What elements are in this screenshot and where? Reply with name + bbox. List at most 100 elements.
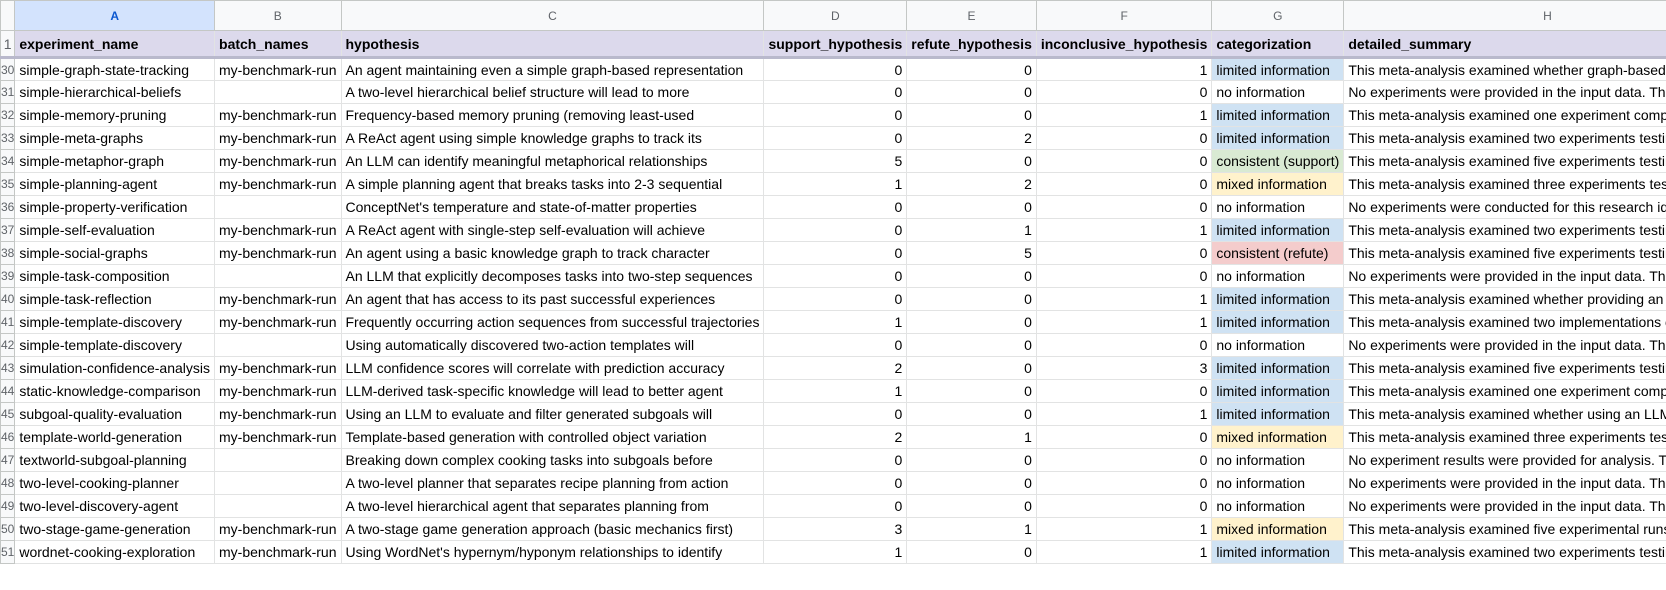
cell-support[interactable]: 0 xyxy=(763,402,908,426)
cell-experiment-name[interactable]: simple-metaphor-graph xyxy=(14,149,216,173)
cell-categorization[interactable]: consistent (support) xyxy=(1211,149,1345,173)
cell-batch-names[interactable] xyxy=(214,264,342,288)
cell-support[interactable]: 0 xyxy=(763,448,908,472)
cell-experiment-name[interactable]: simple-meta-graphs xyxy=(14,126,216,150)
cell-detailed-summary[interactable]: This meta-analysis examined two experime… xyxy=(1343,126,1666,150)
cell-batch-names[interactable] xyxy=(214,494,342,518)
cell-detailed-summary[interactable]: This meta-analysis examined whether usin… xyxy=(1343,402,1666,426)
row-number[interactable]: 30 xyxy=(0,57,16,81)
header-cell-refute[interactable]: refute_hypothesis xyxy=(906,30,1037,59)
cell-inconclusive[interactable]: 0 xyxy=(1035,425,1213,449)
cell-inconclusive[interactable]: 1 xyxy=(1035,402,1213,426)
cell-batch-names[interactable]: my-benchmark-run xyxy=(214,379,342,403)
cell-detailed-summary[interactable]: This meta-analysis examined two implemen… xyxy=(1343,310,1666,334)
cell-refute[interactable]: 0 xyxy=(906,195,1037,219)
column-header-e[interactable]: E xyxy=(906,0,1037,31)
cell-inconclusive[interactable]: 0 xyxy=(1035,264,1213,288)
cell-experiment-name[interactable]: two-stage-game-generation xyxy=(14,517,216,541)
cell-batch-names[interactable]: my-benchmark-run xyxy=(214,103,342,127)
cell-batch-names[interactable] xyxy=(214,333,342,357)
cell-hypothesis[interactable]: LLM-derived task-specific knowledge will… xyxy=(340,379,765,403)
cell-batch-names[interactable]: my-benchmark-run xyxy=(214,517,342,541)
cell-hypothesis[interactable]: Template-based generation with controlle… xyxy=(340,425,765,449)
row-number[interactable]: 43 xyxy=(0,356,16,380)
cell-refute[interactable]: 0 xyxy=(906,310,1037,334)
cell-hypothesis[interactable]: A ReAct agent using simple knowledge gra… xyxy=(340,126,765,150)
cell-batch-names[interactable]: my-benchmark-run xyxy=(214,287,342,311)
cell-batch-names[interactable] xyxy=(214,80,342,104)
cell-experiment-name[interactable]: template-world-generation xyxy=(14,425,216,449)
header-cell-batch-names[interactable]: batch_names xyxy=(214,30,342,59)
row-number[interactable]: 38 xyxy=(0,241,16,265)
cell-inconclusive[interactable]: 1 xyxy=(1035,287,1213,311)
cell-detailed-summary[interactable]: This meta-analysis examined five experim… xyxy=(1343,517,1666,541)
cell-batch-names[interactable] xyxy=(214,195,342,219)
column-header-f[interactable]: F xyxy=(1035,0,1213,31)
cell-support[interactable]: 2 xyxy=(763,356,908,380)
cell-experiment-name[interactable]: simple-task-composition xyxy=(14,264,216,288)
cell-support[interactable]: 1 xyxy=(763,540,908,564)
cell-categorization[interactable]: mixed information xyxy=(1211,172,1345,196)
cell-refute[interactable]: 1 xyxy=(906,425,1037,449)
cell-refute[interactable]: 0 xyxy=(906,448,1037,472)
cell-refute[interactable]: 0 xyxy=(906,494,1037,518)
cell-experiment-name[interactable]: two-level-discovery-agent xyxy=(14,494,216,518)
row-number[interactable]: 50 xyxy=(0,517,16,541)
cell-experiment-name[interactable]: simple-memory-pruning xyxy=(14,103,216,127)
cell-inconclusive[interactable]: 0 xyxy=(1035,80,1213,104)
cell-inconclusive[interactable]: 1 xyxy=(1035,103,1213,127)
column-header-b[interactable]: B xyxy=(214,0,342,31)
cell-experiment-name[interactable]: simple-task-reflection xyxy=(14,287,216,311)
column-header-c[interactable]: C xyxy=(340,0,765,31)
row-number[interactable]: 34 xyxy=(0,149,16,173)
row-number[interactable]: 31 xyxy=(0,80,16,104)
cell-inconclusive[interactable]: 1 xyxy=(1035,540,1213,564)
cell-detailed-summary[interactable]: This meta-analysis examined two experime… xyxy=(1343,218,1666,242)
header-cell-hypothesis[interactable]: hypothesis xyxy=(340,30,765,59)
cell-inconclusive[interactable]: 0 xyxy=(1035,333,1213,357)
row-number[interactable]: 46 xyxy=(0,425,16,449)
cell-detailed-summary[interactable]: No experiments were provided in the inpu… xyxy=(1343,264,1666,288)
cell-support[interactable]: 0 xyxy=(763,494,908,518)
cell-inconclusive[interactable]: 1 xyxy=(1035,517,1213,541)
header-cell-categorization[interactable]: categorization xyxy=(1211,30,1345,59)
cell-categorization[interactable]: limited information xyxy=(1211,126,1345,150)
row-number[interactable]: 36 xyxy=(0,195,16,219)
cell-batch-names[interactable]: my-benchmark-run xyxy=(214,149,342,173)
header-cell-support[interactable]: support_hypothesis xyxy=(763,30,908,59)
cell-support[interactable]: 3 xyxy=(763,517,908,541)
header-cell-detailed-summary[interactable]: detailed_summary xyxy=(1343,30,1666,59)
row-number[interactable]: 41 xyxy=(0,310,16,334)
column-header-g[interactable]: G xyxy=(1211,0,1345,31)
cell-refute[interactable]: 5 xyxy=(906,241,1037,265)
cell-hypothesis[interactable]: A ReAct agent with single-step self-eval… xyxy=(340,218,765,242)
select-all-corner[interactable] xyxy=(0,0,16,31)
cell-inconclusive[interactable]: 1 xyxy=(1035,57,1213,81)
header-cell-experiment-name[interactable]: experiment_name xyxy=(14,30,216,59)
cell-refute[interactable]: 0 xyxy=(906,379,1037,403)
cell-support[interactable]: 5 xyxy=(763,149,908,173)
cell-support[interactable]: 1 xyxy=(763,172,908,196)
cell-detailed-summary[interactable]: No experiment results were provided for … xyxy=(1343,448,1666,472)
cell-refute[interactable]: 1 xyxy=(906,218,1037,242)
cell-experiment-name[interactable]: wordnet-cooking-exploration xyxy=(14,540,216,564)
cell-categorization[interactable]: no information xyxy=(1211,448,1345,472)
cell-refute[interactable]: 0 xyxy=(906,57,1037,81)
cell-batch-names[interactable]: my-benchmark-run xyxy=(214,310,342,334)
cell-detailed-summary[interactable]: This meta-analysis examined three experi… xyxy=(1343,425,1666,449)
cell-batch-names[interactable] xyxy=(214,448,342,472)
cell-refute[interactable]: 0 xyxy=(906,402,1037,426)
row-number[interactable]: 45 xyxy=(0,402,16,426)
cell-categorization[interactable]: limited information xyxy=(1211,310,1345,334)
cell-experiment-name[interactable]: simple-template-discovery xyxy=(14,333,216,357)
cell-categorization[interactable]: no information xyxy=(1211,494,1345,518)
row-number[interactable]: 37 xyxy=(0,218,16,242)
cell-refute[interactable]: 0 xyxy=(906,264,1037,288)
cell-batch-names[interactable] xyxy=(214,471,342,495)
cell-hypothesis[interactable]: An LLM that explicitly decomposes tasks … xyxy=(340,264,765,288)
cell-support[interactable]: 0 xyxy=(763,126,908,150)
row-number[interactable]: 39 xyxy=(0,264,16,288)
cell-hypothesis[interactable]: An agent using a basic knowledge graph t… xyxy=(340,241,765,265)
cell-batch-names[interactable]: my-benchmark-run xyxy=(214,540,342,564)
cell-hypothesis[interactable]: Using an LLM to evaluate and filter gene… xyxy=(340,402,765,426)
